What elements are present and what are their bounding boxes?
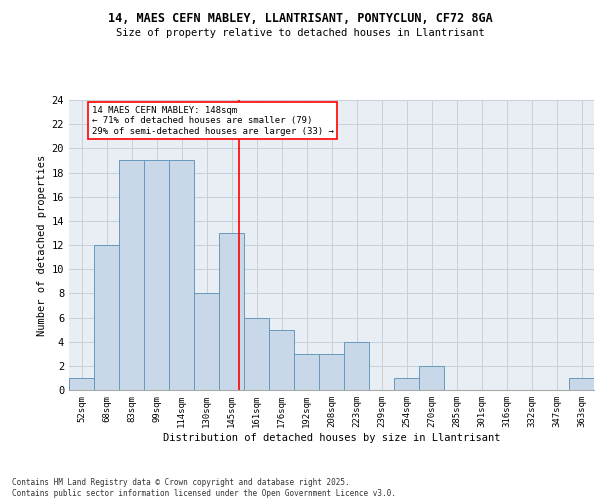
Bar — [344, 342, 369, 390]
Bar — [394, 378, 419, 390]
Bar — [569, 378, 594, 390]
Bar — [244, 318, 269, 390]
X-axis label: Distribution of detached houses by size in Llantrisant: Distribution of detached houses by size … — [163, 432, 500, 442]
Bar — [69, 378, 94, 390]
Bar — [144, 160, 169, 390]
Text: Contains HM Land Registry data © Crown copyright and database right 2025.
Contai: Contains HM Land Registry data © Crown c… — [12, 478, 396, 498]
Bar — [269, 330, 294, 390]
Bar — [419, 366, 444, 390]
Bar — [319, 354, 344, 390]
Text: Size of property relative to detached houses in Llantrisant: Size of property relative to detached ho… — [116, 28, 484, 38]
Text: 14, MAES CEFN MABLEY, LLANTRISANT, PONTYCLUN, CF72 8GA: 14, MAES CEFN MABLEY, LLANTRISANT, PONTY… — [107, 12, 493, 26]
Bar — [294, 354, 319, 390]
Bar — [119, 160, 144, 390]
Bar — [219, 233, 244, 390]
Text: 14 MAES CEFN MABLEY: 148sqm
← 71% of detached houses are smaller (79)
29% of sem: 14 MAES CEFN MABLEY: 148sqm ← 71% of det… — [92, 106, 334, 136]
Bar — [194, 294, 219, 390]
Bar — [169, 160, 194, 390]
Bar — [94, 245, 119, 390]
Y-axis label: Number of detached properties: Number of detached properties — [37, 154, 47, 336]
